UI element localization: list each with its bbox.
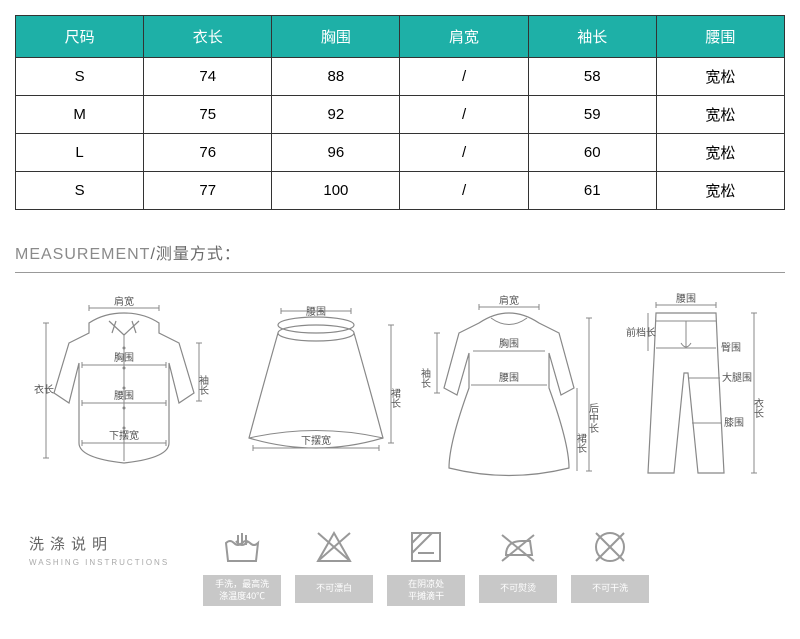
table-cell: /	[400, 172, 528, 210]
svg-text:臀围: 臀围	[721, 342, 741, 354]
measurement-title-cn: /测量方式：	[150, 246, 240, 263]
table-body: S7488/58宽松M7592/59宽松L7696/60宽松S77100/61宽…	[16, 58, 785, 210]
dry-shade-icon	[402, 523, 450, 571]
table-row: S7488/58宽松	[16, 58, 785, 96]
washing-label-cn: 洗涤说明	[29, 533, 169, 554]
no-iron-icon	[494, 523, 542, 571]
svg-text:袖长: 袖长	[196, 374, 208, 395]
svg-text:下摆宽: 下摆宽	[109, 429, 139, 442]
wash-caption: 不可漂白	[295, 575, 373, 603]
table-cell: /	[400, 96, 528, 134]
pants-diagram: 腰围 前档长 臀围 大腿围 膝围 衣长	[616, 293, 766, 493]
wash-item: 不可漂白	[295, 523, 373, 606]
wash-caption: 不可熨烫	[479, 575, 557, 603]
skirt-diagram: 腰围 下摆宽 裙长	[231, 293, 401, 483]
wash-item: 不可干洗	[571, 523, 649, 606]
measurement-section: MEASUREMENT/测量方式： 肩宽 胸围	[15, 240, 785, 493]
svg-text:腰围: 腰围	[114, 390, 134, 402]
table-cell: /	[400, 134, 528, 172]
table-cell: 77	[144, 172, 272, 210]
table-cell: 96	[272, 134, 400, 172]
col-header: 胸围	[272, 16, 400, 58]
table-cell: 宽松	[656, 96, 784, 134]
wash-item: 在阴凉处 平摊滴干	[387, 523, 465, 606]
table-header-row: 尺码 衣长 胸围 肩宽 袖长 腰围	[16, 16, 785, 58]
col-header: 尺码	[16, 16, 144, 58]
svg-text:胸围: 胸围	[499, 337, 519, 350]
wash-caption: 手洗，最高洗 涤温度40℃	[203, 575, 281, 606]
svg-text:下摆宽: 下摆宽	[301, 434, 331, 447]
table-cell: L	[16, 134, 144, 172]
table-cell: 宽松	[656, 58, 784, 96]
table-cell: 59	[528, 96, 656, 134]
no-bleach-icon	[310, 523, 358, 571]
svg-text:膝围: 膝围	[724, 416, 744, 429]
svg-text:裙长: 裙长	[574, 432, 586, 453]
no-dryclean-icon	[586, 523, 634, 571]
svg-text:肩宽: 肩宽	[499, 294, 519, 307]
dress-diagram: 肩宽 胸围 腰围 袖长 裙长 后中长	[419, 293, 599, 488]
table-cell: M	[16, 96, 144, 134]
washing-label-en: WASHING INSTRUCTIONS	[29, 558, 169, 567]
table-cell: S	[16, 58, 144, 96]
svg-text:肩宽: 肩宽	[114, 295, 134, 308]
svg-text:大腿围: 大腿围	[722, 371, 752, 384]
washing-section: 洗涤说明 WASHING INSTRUCTIONS 手洗，最高洗 涤温度40℃ 不…	[15, 523, 800, 606]
svg-text:衣长: 衣长	[752, 397, 764, 418]
table-cell: 60	[528, 134, 656, 172]
size-table: 尺码 衣长 胸围 肩宽 袖长 腰围 S7488/58宽松M7592/59宽松L7…	[15, 15, 785, 210]
table-cell: 74	[144, 58, 272, 96]
table-cell: 宽松	[656, 134, 784, 172]
svg-text:胸围: 胸围	[114, 351, 134, 364]
washing-icons: 手洗，最高洗 涤温度40℃ 不可漂白在阴凉处 平摊滴干不可熨烫不可干洗	[203, 523, 649, 606]
washing-label: 洗涤说明 WASHING INSTRUCTIONS	[15, 523, 183, 577]
table-cell: 58	[528, 58, 656, 96]
svg-text:后中长: 后中长	[586, 403, 598, 433]
svg-text:衣长: 衣长	[34, 383, 54, 396]
table-cell: 75	[144, 96, 272, 134]
measurement-title-en: MEASUREMENT	[15, 246, 150, 263]
col-header: 腰围	[656, 16, 784, 58]
wash-item: 不可熨烫	[479, 523, 557, 606]
svg-text:袖长: 袖长	[419, 367, 431, 388]
table-cell: 88	[272, 58, 400, 96]
table-cell: 61	[528, 172, 656, 210]
svg-text:裙长: 裙长	[389, 387, 401, 408]
shirt-diagram: 肩宽 胸围 腰围 下摆宽 衣长 袖长	[34, 293, 214, 483]
col-header: 肩宽	[400, 16, 528, 58]
svg-text:腰围: 腰围	[306, 306, 326, 318]
wash-caption: 不可干洗	[571, 575, 649, 603]
table-cell: 92	[272, 96, 400, 134]
table-row: M7592/59宽松	[16, 96, 785, 134]
table-row: L7696/60宽松	[16, 134, 785, 172]
svg-text:腰围: 腰围	[676, 293, 696, 305]
svg-text:前档长: 前档长	[626, 326, 656, 339]
wash-caption: 在阴凉处 平摊滴干	[387, 575, 465, 606]
table-cell: 宽松	[656, 172, 784, 210]
garment-diagrams: 肩宽 胸围 腰围 下摆宽 衣长 袖长	[15, 293, 785, 493]
wash-item: 手洗，最高洗 涤温度40℃	[203, 523, 281, 606]
table-cell: 100	[272, 172, 400, 210]
table-cell: S	[16, 172, 144, 210]
table-cell: 76	[144, 134, 272, 172]
col-header: 袖长	[528, 16, 656, 58]
table-row: S77100/61宽松	[16, 172, 785, 210]
svg-text:腰围: 腰围	[499, 372, 519, 384]
table-cell: /	[400, 58, 528, 96]
measurement-title: MEASUREMENT/测量方式：	[15, 240, 785, 264]
handwash-icon	[218, 523, 266, 571]
col-header: 衣长	[144, 16, 272, 58]
divider	[15, 272, 785, 273]
